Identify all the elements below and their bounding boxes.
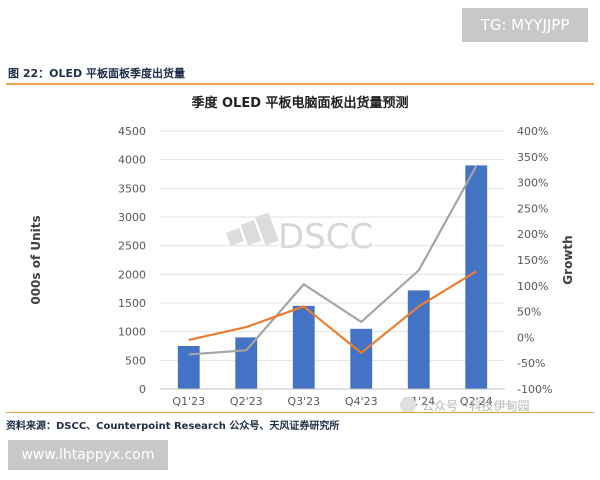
y2-tick-label: -100% [517,383,552,396]
bar [177,346,200,389]
y2-tick-label: 300% [517,177,548,190]
y2-tick-label: 0% [517,331,534,344]
y-tick-label: 3500 [118,182,146,195]
url-badge: www.lhtappyx.com [8,440,168,470]
bars [177,165,488,389]
y2-axis-label: Growth [561,235,575,284]
y2-tick-label: -50% [517,357,545,370]
y-tick-label: 3000 [118,211,146,224]
bar [407,290,430,389]
growth-series-line [188,270,477,354]
y2-tick-label: 150% [517,254,548,267]
y2-tick-label: 250% [517,202,548,215]
bar [235,337,258,389]
gridlines [160,130,505,390]
caption-divider [6,83,594,85]
y-tick-label: 2500 [118,240,146,253]
growth-lines [188,165,478,356]
tg-badge: TG: MYYJJPP [462,8,588,42]
y-tick-label: 4000 [118,154,146,167]
source-note: 资料来源：DSCC、Counterpoint Research 公众号、天风证券… [6,421,340,432]
y-tick-label: 2000 [118,268,146,281]
chart-title: 季度 OLED 平板电脑面板出货量预测 [190,95,408,111]
bar [292,305,315,389]
figure-caption: 图 22：OLED 平板面板季度出货量 [8,67,185,80]
x-tick-label: Q2'23 [230,395,263,408]
bar [350,328,373,389]
wechat-watermark-text: 公众号 · 科技伊甸园 [422,399,529,413]
x-tick-label: Q1'23 [172,395,205,408]
growth-series-line [188,165,478,356]
y2-tick-label: 100% [517,280,548,293]
y2-tick-label: 350% [517,151,548,164]
x-tick-label: Q2'24 [460,395,493,408]
y-tick-label: 1000 [118,326,146,339]
bar [465,165,488,389]
y-tick-label: 4500 [118,125,146,138]
y-tick-label: 1500 [118,297,146,310]
axes: 0 500 1000 1500 2000 2500 3000 3500 4000 4500 -100… [118,125,552,408]
y-tick-label: 500 [125,354,146,367]
y2-tick-label: 200% [517,228,548,241]
x-tick-label: Q4'23 [345,395,378,408]
y-tick-label: 0 [139,383,146,396]
y-axis-label: 000s of Units [29,215,43,304]
source-divider [6,412,594,413]
x-tick-label: Q3'23 [287,395,320,408]
wechat-watermark: 公众号 · 科技伊甸园 [400,397,529,413]
y2-tick-label: 400% [517,125,548,138]
dscc-watermark-text: DSCC [278,217,373,257]
wechat-icon [400,397,416,413]
dscc-watermark: DSCC [226,212,373,257]
y2-tick-label: 50% [517,306,541,319]
